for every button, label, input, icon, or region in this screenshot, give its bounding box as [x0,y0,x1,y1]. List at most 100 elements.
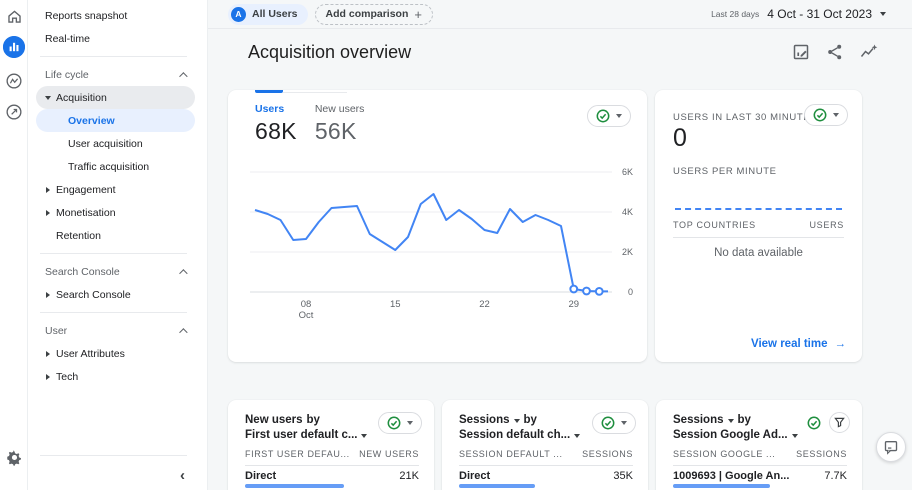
table-row[interactable]: Direct 21K [245,470,419,482]
icon-rail [0,0,28,490]
caret-slot [40,95,56,100]
sidebar-section-user[interactable]: User [28,319,207,342]
insights-icon[interactable] [860,43,878,61]
data-quality-badge[interactable] [803,412,824,433]
sidebar-item-label: Reports snapshot [45,9,128,22]
row-label: Direct [245,470,277,482]
caret-down-icon [727,418,734,423]
feedback-button[interactable] [876,432,906,462]
row-value: 35K [613,470,633,482]
reports-icon[interactable] [3,36,25,58]
new-users-by-channel-card: New users by First user default c... FIRST … [228,400,434,490]
sidebar-collapse-chevron[interactable]: ‹ [180,467,185,484]
chevron-up-icon [179,268,188,278]
all-users-chip[interactable]: A All Users [228,3,308,25]
advertising-icon[interactable] [3,101,25,123]
sidebar-item-user-acquisition[interactable]: User acquisition [36,132,195,155]
sidebar-divider [40,455,187,456]
dimension-selector[interactable]: Session default ch... [459,428,581,443]
date-preset-label: Last 28 days [711,9,760,19]
sidebar-item-overview[interactable]: Overview [36,109,195,132]
users-series-line [254,193,608,293]
section-label: Life cycle [45,68,89,81]
sidebar-item-traffic-acquisition[interactable]: Traffic acquisition [36,155,195,178]
audience-avatar: A [231,6,246,22]
x-axis-tick-label: 08 [301,299,312,310]
chevron-up-icon [179,71,188,81]
y-axis-tick-label: 0 [628,287,633,297]
all-users-label: All Users [252,8,298,20]
sidebar-item-label: Overview [68,114,115,127]
active-tab-indicator [255,90,283,93]
caret-right-icon [46,350,50,357]
caret-slot [40,373,56,380]
x-axis-month-label: Oct [299,310,314,321]
chevron-down-icon [621,421,627,425]
table-row[interactable]: 1009693 | Google An... 7.7K [673,470,847,482]
data-quality-badge[interactable] [592,412,636,434]
users-chart-container: 6K 4K 2K 0 08 Oct 15 22 29 [250,166,635,329]
add-comparison-label: Add comparison [325,8,409,20]
share-icon[interactable] [826,43,844,61]
sidebar-item-retention[interactable]: Retention [36,224,195,247]
settings-gear-icon[interactable] [3,446,25,468]
sidebar-item-engagement[interactable]: Engagement [36,178,195,201]
table-row[interactable]: Direct 35K [459,470,633,482]
row-value-bar [459,484,536,488]
chevron-down-icon [407,421,413,425]
sidebar-item-real-time[interactable]: Real-time [28,27,207,50]
partial-data-marker [594,287,604,296]
metric-selector[interactable]: New users by [245,413,367,428]
page-title: Acquisition overview [248,42,412,62]
sidebar-section-search-console[interactable]: Search Console [28,260,207,283]
sidebar-section-life-cycle[interactable]: Life cycle [28,63,207,86]
plus-icon: + [414,6,422,22]
metric-selector[interactable]: Sessions by [673,413,798,428]
filter-button[interactable] [829,412,850,433]
dimension-selector[interactable]: Session Google Ad... [673,428,798,443]
sidebar-item-label: Real-time [45,32,90,45]
chevron-up-icon [179,327,188,337]
y-axis-tick-label: 2K [622,247,633,257]
explore-icon[interactable] [3,70,25,92]
sidebar-divider [40,56,187,57]
customise-report-icon[interactable] [792,43,810,61]
users-col-header: USERS [809,220,844,230]
realtime-card: USERS IN LAST 30 MINUTES 0 USERS PER MIN… [655,90,862,362]
view-realtime-link[interactable]: View real time → [751,338,846,350]
sidebar-divider [40,253,187,254]
add-comparison-button[interactable]: Add comparison + [314,3,433,25]
sidebar-item-acquisition[interactable]: Acquisition [36,86,195,109]
users-overview-card: Users 68K New users 56K 6K 4K 2K 0 08 Oct 15 22… [228,90,647,362]
caret-slot [40,350,56,357]
x-axis-tick-label: 15 [390,299,401,310]
sidebar-item-user-attributes[interactable]: User Attributes [36,342,195,365]
tab-new-users[interactable]: New users 56K [315,103,365,145]
data-quality-badge[interactable] [378,412,422,434]
by-label: by [737,414,751,426]
metric-selector[interactable]: Sessions by [459,413,580,428]
card-actions [592,412,636,434]
new-users-tab-label: New users [314,103,365,115]
chevron-down-icon [833,113,839,117]
sidebar-item-search-console[interactable]: Search Console [36,283,195,306]
sidebar-item-monetisation[interactable]: Monetisation [36,201,195,224]
users-per-minute-label: USERS PER MINUTE [673,166,777,177]
data-quality-badge[interactable] [587,105,631,127]
table-header: FIRST USER DEFAU... NEW USERS [245,449,419,466]
sidebar-item-label: Traffic acquisition [68,160,150,173]
sidebar-item-tech[interactable]: Tech [36,365,195,388]
by-label: by [306,414,320,426]
tab-users[interactable]: Users 68K [255,103,297,145]
dimension-label: Session Google Ad... [673,429,788,441]
caret-right-icon [46,209,50,216]
dimension-selector[interactable]: First user default c... [245,428,368,443]
home-icon[interactable] [3,5,25,27]
sidebar-item-reports-snapshot[interactable]: Reports snapshot [28,4,207,27]
sidebar-item-label: Tech [56,370,79,383]
date-range-picker[interactable]: Last 28 days 4 Oct - 31 Oct 2023 [711,7,886,21]
data-quality-badge[interactable] [804,104,848,126]
caret-right-icon [46,186,50,193]
users-tab-label: Users [255,103,285,115]
